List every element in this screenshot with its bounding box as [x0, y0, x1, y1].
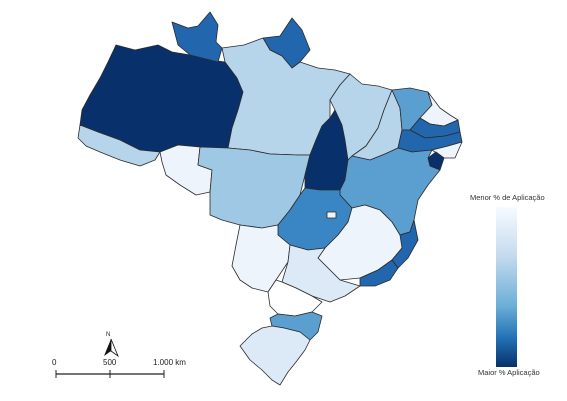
legend-color-bar — [496, 207, 517, 367]
scale-label-end: 1.000 km — [153, 358, 186, 367]
state-rio-de-janeiro — [359, 259, 399, 287]
north-arrow-icon — [104, 338, 119, 358]
north-arrow-label: N — [106, 332, 111, 338]
state-parana — [267, 279, 323, 317]
state-rio-grande-do-sul — [239, 325, 311, 386]
state-roraima — [171, 11, 223, 63]
scale-label-start: 0 — [52, 358, 57, 367]
state-distrito-federal — [326, 211, 337, 219]
scale-bar — [55, 370, 165, 378]
state-acre — [77, 124, 161, 167]
legend-bottom-label: Maior % Aplicação — [478, 368, 540, 377]
legend-top-label: Menor % de Aplicação — [470, 193, 545, 202]
state-espirito-santo — [391, 219, 419, 269]
scale-label-mid: 500 — [103, 358, 117, 367]
